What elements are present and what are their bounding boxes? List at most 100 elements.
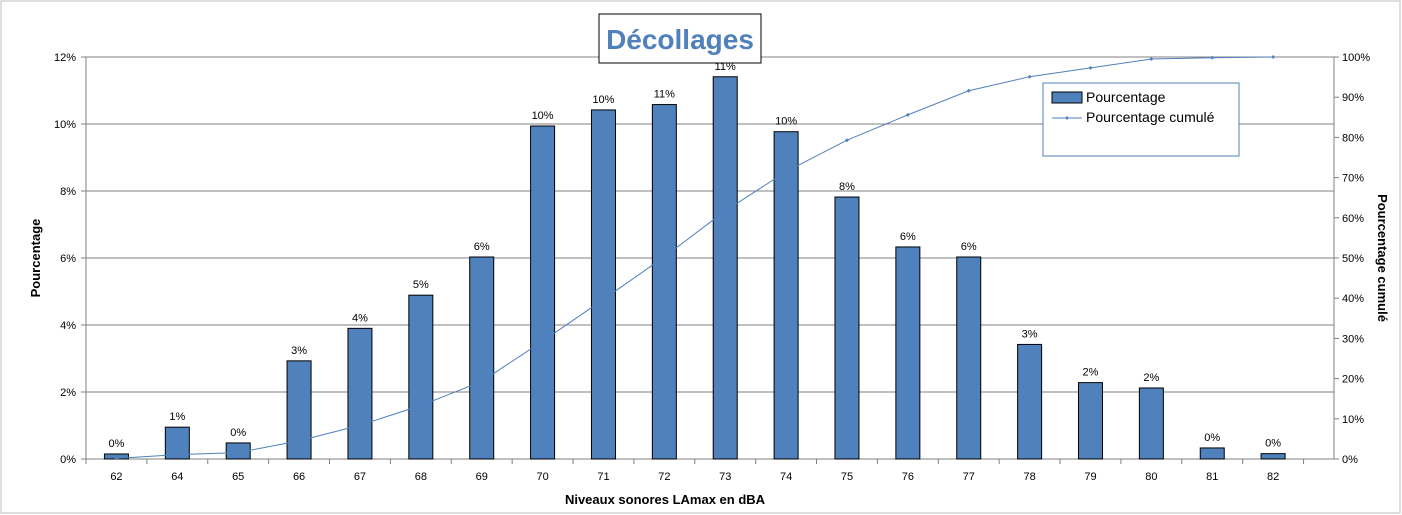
y2-tick-label: 30%: [1342, 333, 1364, 345]
y-tick-label: 10%: [54, 119, 76, 131]
x-tick-label: 70: [536, 471, 548, 483]
x-tick-label: 68: [415, 471, 427, 483]
bar-data-label: 3%: [291, 345, 307, 357]
chart-title-group: Décollages: [598, 13, 762, 64]
y-tick-label: 4%: [60, 320, 76, 332]
y-axis-title: Pourcentage: [28, 219, 43, 298]
bar: [408, 294, 434, 460]
bar: [1077, 382, 1103, 460]
labels-layer: 0% 1% 0% 3% 4% 5% 6% 10% 10% 11% 11% 10% 8% 6% 6% 3% 2% 2…: [108, 61, 1281, 450]
cumulative-point: [1210, 55, 1215, 60]
x-tick-label: 81: [1206, 471, 1218, 483]
bar: [651, 104, 677, 460]
bar-data-label: 5%: [413, 279, 429, 291]
bar-data-label: 2%: [1143, 372, 1159, 384]
cumulative-point: [662, 254, 667, 259]
x-tick-label: 65: [232, 471, 244, 483]
x-axis-title: Niveaux sonores LAmax en dBA: [565, 492, 766, 507]
cumulative-point: [357, 423, 362, 428]
bar-data-label: 6%: [474, 241, 490, 253]
x-tick-label: 72: [658, 471, 670, 483]
cumulative-line: [116, 56, 1274, 459]
cumulative-point: [1149, 57, 1154, 62]
y2-tick-label: 80%: [1342, 132, 1364, 144]
x-tick-label: 66: [293, 471, 305, 483]
bar: [286, 360, 312, 460]
x-tick-label: 78: [1023, 471, 1035, 483]
x-tick-label: 69: [476, 471, 488, 483]
y2-tick-label: 20%: [1342, 374, 1364, 386]
cumulative-point: [175, 452, 180, 457]
y2-tick-label: 100%: [1342, 52, 1370, 64]
x-tick-label: 67: [354, 471, 366, 483]
x-tick-label: 64: [171, 471, 183, 483]
x-tick-label: 74: [780, 471, 792, 483]
bars-layer: [103, 76, 1286, 460]
bar: [773, 131, 799, 460]
x-tick-label: 71: [597, 471, 609, 483]
legend-line-marker: [1065, 116, 1069, 120]
bar-data-label: 2%: [1083, 367, 1099, 379]
bar: [834, 196, 860, 460]
x-tick-label: 77: [963, 471, 975, 483]
line-layer: [114, 55, 1276, 461]
bar: [590, 109, 616, 460]
cumulative-point: [905, 112, 910, 117]
cumulative-point: [540, 339, 545, 344]
y2-tick-label: 60%: [1342, 213, 1364, 225]
bar-data-label: 4%: [352, 312, 368, 324]
chart-title-box: [598, 13, 762, 64]
bar-data-label: 6%: [900, 231, 916, 243]
x-tick-label: 82: [1267, 471, 1279, 483]
bar: [530, 125, 556, 460]
y2-tick-label: 50%: [1342, 253, 1364, 265]
y-tick-label: 8%: [60, 186, 76, 198]
bar: [956, 256, 982, 460]
bar-data-label: 0%: [1204, 432, 1220, 444]
bar: [1199, 447, 1225, 460]
cumulative-point: [236, 450, 241, 455]
bar: [1138, 387, 1164, 460]
bar: [712, 76, 738, 460]
cumulative-point: [966, 88, 971, 93]
y2-tick-label: 90%: [1342, 92, 1364, 104]
cumulative-point: [1088, 65, 1093, 70]
x-tick-label: 76: [902, 471, 914, 483]
bar-data-label: 0%: [1265, 438, 1281, 450]
y2-axis-title: Pourcentage cumulé: [1375, 194, 1390, 322]
x-tick-label: 75: [841, 471, 853, 483]
legend-bar-swatch: [1051, 91, 1083, 104]
bar-data-label: 11%: [715, 61, 736, 73]
bar-data-label: 0%: [230, 427, 246, 439]
y-tick-label: 12%: [54, 52, 76, 64]
bar: [347, 327, 373, 460]
y2-tick-label: 10%: [1342, 414, 1364, 426]
x-tick-label: 80: [1145, 471, 1157, 483]
bar: [1017, 343, 1043, 460]
bar-data-label: 0%: [108, 438, 124, 450]
x-tick-label: 73: [719, 471, 731, 483]
x-tick-label: 62: [110, 471, 122, 483]
cumulative-point: [723, 208, 728, 213]
bar-data-label: 6%: [961, 241, 977, 253]
bar-data-label: 10%: [592, 94, 614, 106]
y2-tick-label: 40%: [1342, 293, 1364, 305]
bar-data-label: 10%: [775, 116, 797, 128]
bar: [1260, 453, 1286, 460]
cumulative-point: [601, 297, 606, 302]
bar-data-label: 3%: [1022, 328, 1038, 340]
legend: Pourcentage Pourcentage cumulé: [1042, 82, 1240, 157]
cumulative-point: [784, 169, 789, 174]
legend-line-label: Pourcentage cumulé: [1086, 109, 1215, 125]
x-tick-label: 79: [1084, 471, 1096, 483]
bar-data-label: 1%: [169, 411, 185, 423]
bar: [469, 256, 495, 460]
cumulative-point: [479, 379, 484, 384]
cumulative-point: [114, 456, 119, 461]
cumulative-point: [418, 403, 423, 408]
y2-tick-label: 0%: [1342, 454, 1358, 466]
bar: [895, 246, 921, 460]
cumulative-point: [844, 138, 849, 143]
